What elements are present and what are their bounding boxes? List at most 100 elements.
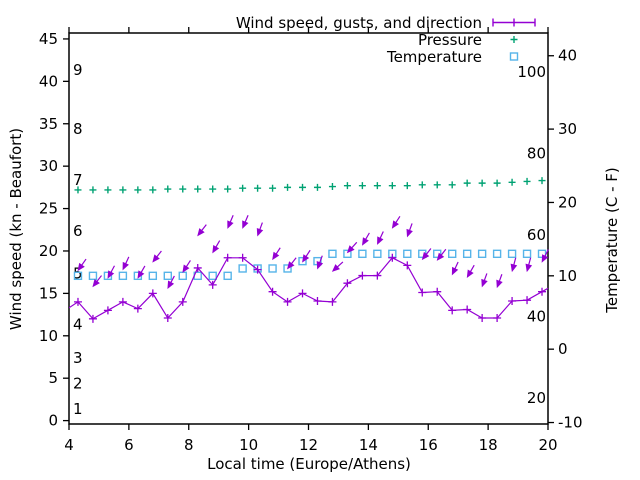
wind-point-marker bbox=[88, 314, 97, 323]
temperature-point-marker bbox=[148, 271, 158, 281]
svg-text:9: 9 bbox=[73, 61, 83, 79]
svg-text:1: 1 bbox=[73, 400, 83, 418]
temperature-point-marker bbox=[522, 249, 532, 259]
legend-label-wind: Wind speed, gusts, and direction bbox=[235, 13, 482, 32]
wind-point-marker bbox=[253, 265, 262, 274]
wind-point-marker bbox=[238, 253, 247, 262]
svg-text:100: 100 bbox=[517, 63, 546, 81]
pressure-point-marker bbox=[493, 179, 501, 187]
gust-direction-arrow-icon bbox=[197, 224, 207, 237]
svg-text:25: 25 bbox=[39, 200, 58, 218]
temperature-point-marker bbox=[507, 249, 517, 259]
plot-border bbox=[68, 32, 549, 425]
wind-speed-line bbox=[69, 257, 549, 320]
pressure-point-marker bbox=[343, 182, 351, 190]
right-axis-tick-labels: -10 0 10 20 30 40 bbox=[558, 47, 583, 432]
legend-row-temperature: Temperature bbox=[236, 48, 536, 66]
svg-text:40: 40 bbox=[558, 47, 577, 65]
gust-direction-arrow-icon bbox=[377, 231, 384, 245]
gust-direction-arrow-icon bbox=[421, 248, 432, 261]
svg-text:0: 0 bbox=[558, 340, 568, 358]
gust-arrows bbox=[77, 214, 549, 290]
pressure-point-marker bbox=[403, 182, 411, 190]
temperature-point-marker bbox=[343, 249, 352, 259]
pressure-point-marker bbox=[149, 186, 157, 194]
left-axis-ticks bbox=[63, 38, 69, 422]
wind-errorbar-sample-icon bbox=[492, 15, 536, 30]
temperature-point-marker bbox=[103, 271, 113, 281]
beaufort-scale-labels: 1 2 3 4 5 6 7 8 9 bbox=[73, 61, 83, 418]
svg-text:45: 45 bbox=[39, 30, 58, 48]
left-axis-tick-labels: 0 5 10 15 20 25 30 35 40 45 bbox=[39, 30, 58, 430]
pressure-point-marker bbox=[313, 183, 321, 191]
svg-text:4: 4 bbox=[73, 315, 83, 333]
pressure-point-marker bbox=[224, 185, 232, 193]
gust-direction-arrow-icon bbox=[212, 240, 221, 254]
fahrenheit-scale-labels: 20 40 60 80 100 bbox=[517, 63, 546, 407]
svg-text:35: 35 bbox=[39, 115, 58, 133]
legend: Wind speed, gusts, and direction Pressur… bbox=[235, 13, 536, 66]
svg-text:10: 10 bbox=[239, 436, 258, 454]
temperature-point-marker bbox=[358, 249, 367, 259]
wind-point-marker bbox=[523, 296, 532, 305]
svg-text:20: 20 bbox=[558, 193, 577, 211]
x-axis-ticks bbox=[68, 27, 549, 430]
wind-point-marker bbox=[223, 253, 232, 262]
svg-text:8: 8 bbox=[184, 436, 194, 454]
legend-row-wind: Wind speed, gusts, and direction bbox=[235, 13, 536, 32]
pressure-point-marker bbox=[538, 177, 546, 185]
wind-point-marker bbox=[208, 280, 217, 289]
pressure-point-marker bbox=[508, 178, 516, 186]
wind-point-marker bbox=[328, 297, 337, 306]
svg-text:20: 20 bbox=[527, 389, 546, 407]
wind-point-marker bbox=[193, 263, 202, 272]
svg-text:20: 20 bbox=[538, 436, 557, 454]
wind-point-marker bbox=[133, 304, 142, 313]
pressure-point-marker bbox=[254, 184, 262, 192]
gust-direction-arrow-icon bbox=[227, 214, 234, 229]
svg-text:6: 6 bbox=[124, 436, 134, 454]
pressure-point-marker bbox=[373, 182, 381, 190]
svg-text:6: 6 bbox=[73, 222, 83, 240]
left-axis-title: Wind speed (kn - Beaufort) bbox=[7, 127, 25, 331]
gust-direction-arrow-icon bbox=[541, 249, 549, 263]
wind-point-marker bbox=[283, 297, 292, 306]
pressure-point-marker bbox=[119, 186, 127, 194]
gust-direction-arrow-icon bbox=[122, 256, 130, 271]
pressure-point-marker bbox=[448, 181, 456, 189]
gust-direction-arrow-icon bbox=[167, 275, 175, 290]
wind-point-marker bbox=[148, 289, 157, 298]
pressure-point-marker bbox=[523, 177, 531, 185]
svg-text:-10: -10 bbox=[558, 414, 583, 432]
pressure-point-marker bbox=[358, 182, 366, 190]
wind-point-marker bbox=[373, 271, 382, 280]
svg-text:12: 12 bbox=[299, 436, 318, 454]
temperature-point-marker bbox=[163, 271, 172, 281]
temperature-point-marker bbox=[477, 249, 487, 259]
svg-text:7: 7 bbox=[73, 171, 83, 189]
svg-text:16: 16 bbox=[419, 436, 438, 454]
gust-direction-arrow-icon bbox=[361, 232, 370, 246]
gust-direction-arrow-icon bbox=[510, 257, 518, 273]
temperature-point-marker bbox=[373, 249, 382, 259]
pressure-point-marker bbox=[463, 179, 471, 187]
pressure-point-marker bbox=[179, 185, 187, 193]
pressure-point-marker bbox=[194, 185, 202, 193]
gust-direction-arrow-icon bbox=[107, 265, 116, 279]
pressure-plus-sample-icon bbox=[492, 32, 536, 47]
temperature-point-marker bbox=[433, 249, 442, 259]
wind-point-marker bbox=[73, 297, 82, 306]
svg-text:4: 4 bbox=[64, 436, 74, 454]
gust-direction-arrow-icon bbox=[331, 261, 344, 272]
gust-direction-arrow-icon bbox=[525, 257, 533, 273]
legend-label-pressure: Pressure bbox=[417, 30, 482, 49]
svg-text:30: 30 bbox=[558, 120, 577, 138]
gust-direction-arrow-icon bbox=[92, 275, 102, 288]
svg-text:0: 0 bbox=[48, 412, 58, 430]
svg-text:14: 14 bbox=[359, 436, 378, 454]
wind-point-marker bbox=[178, 297, 187, 306]
svg-text:30: 30 bbox=[39, 157, 58, 175]
x-axis-tick-labels: 4 6 8 10 12 14 16 18 20 bbox=[64, 436, 557, 454]
wind-point-marker bbox=[403, 261, 412, 270]
